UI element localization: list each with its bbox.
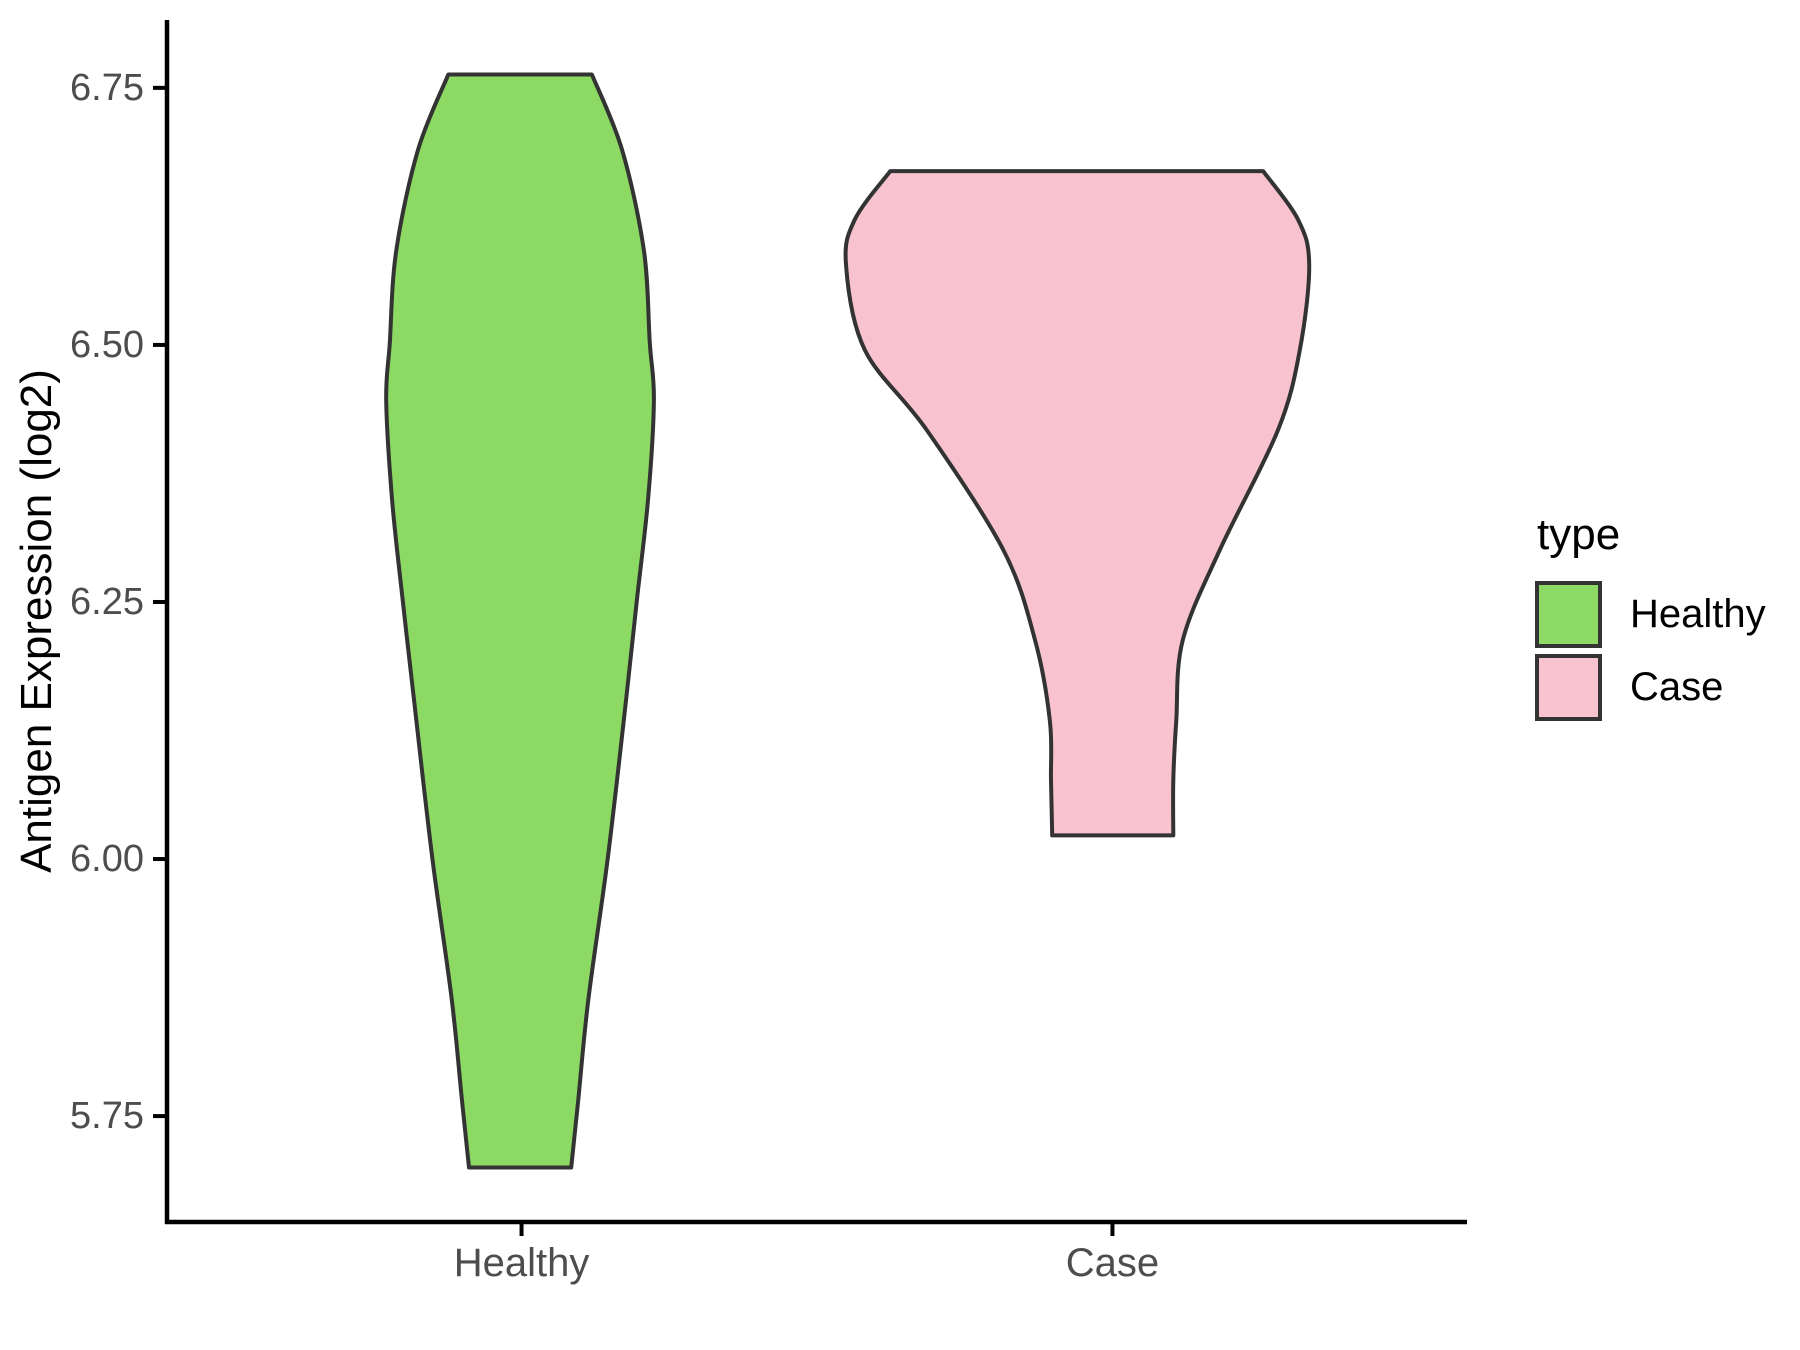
y-tick-label: 6.50 [70,323,144,366]
legend-swatch-healthy [1535,581,1602,648]
legend-swatch-case [1535,654,1602,721]
y-tick-label: 6.25 [70,580,144,623]
legend-item-healthy: Healthy [1535,581,1766,648]
legend-item-case: Case [1535,654,1766,721]
y-tick-label: 6.75 [70,66,144,109]
x-tick-label-healthy: Healthy [453,1241,590,1285]
violin-healthy [384,72,656,1170]
legend-label-healthy: Healthy [1630,592,1766,636]
y-tick-label: 5.75 [70,1095,144,1138]
x-tick-label-case: Case [1065,1241,1160,1285]
legend-label-case: Case [1630,665,1724,709]
y-tick-label: 6.00 [70,838,144,881]
violin-case [843,169,1312,838]
legend: type Healthy Case [1535,510,1766,727]
legend-title: type [1537,510,1621,559]
